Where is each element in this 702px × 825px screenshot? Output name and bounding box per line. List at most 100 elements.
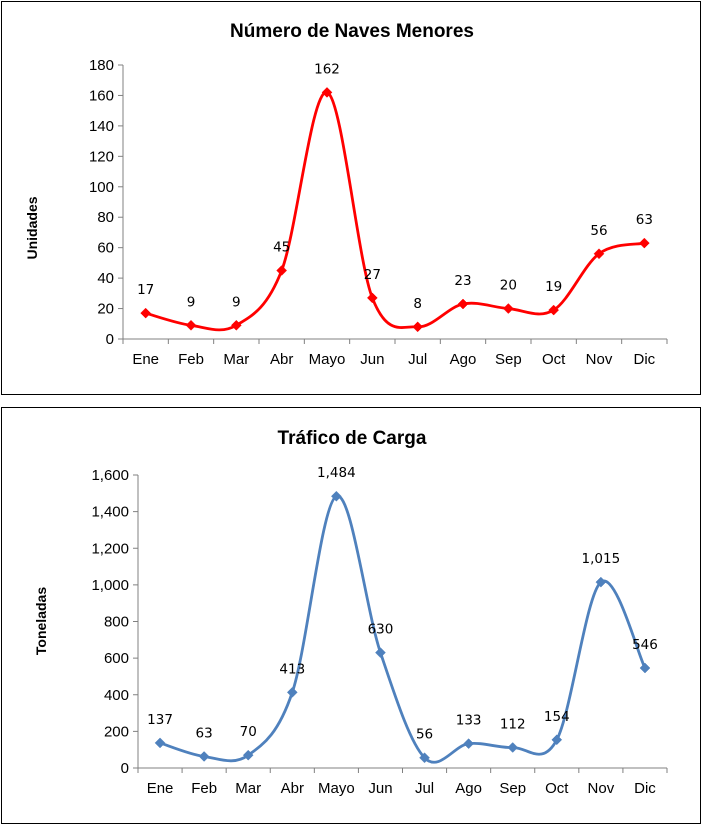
data-point-marker [463, 738, 474, 749]
data-label: 630 [368, 622, 394, 638]
x-tick-label: Dic [633, 351, 655, 368]
data-label: 45 [273, 240, 290, 256]
data-label: 137 [147, 712, 173, 728]
data-label: 70 [240, 724, 257, 740]
x-tick-label: Sep [495, 351, 522, 368]
y-tick-label: 1,600 [91, 467, 129, 484]
chart-panel-carga: Tráfico de Carga Toneladas 0 200 400 600 800… [1, 407, 701, 824]
data-label: 162 [314, 61, 340, 77]
x-tick-label: Jun [360, 351, 384, 368]
y-tick-label: 100 [89, 179, 114, 196]
data-label: 1,484 [317, 465, 356, 481]
y-tick-label: 1,400 [91, 504, 129, 521]
x-tick-label: Mar [223, 351, 249, 368]
x-tick-label: Ago [455, 780, 482, 797]
data-label: 56 [590, 223, 607, 239]
data-point-marker [548, 304, 560, 316]
data-label: 413 [279, 661, 305, 677]
data-point-marker [412, 321, 424, 333]
series-line [159, 494, 647, 764]
y-tick-label: 180 [89, 57, 114, 74]
data-point-marker [639, 662, 651, 674]
y-tick-label: 0 [121, 760, 129, 777]
data-point-marker [185, 319, 197, 331]
data-point-marker [419, 752, 430, 764]
data-label: 17 [137, 282, 154, 298]
data-point-marker [375, 647, 386, 658]
data-point-marker [502, 303, 514, 314]
data-label: 23 [454, 273, 471, 289]
data-point-marker [638, 237, 650, 249]
data-label: 56 [416, 727, 433, 743]
y-tick-label: 1,000 [91, 577, 129, 594]
data-label: 8 [413, 296, 422, 312]
x-tick-label: Abr [281, 780, 304, 797]
chart-title: Tráfico de Carga [278, 428, 427, 449]
chart-panel-naves: Número de Naves Menores Unidades 0 20 40 60… [1, 1, 701, 395]
y-tick-label: 1,200 [91, 540, 129, 557]
data-point-marker [507, 742, 519, 753]
data-point-marker [140, 307, 152, 319]
carga-chart-svg: Tráfico de Carga Toneladas 0 200 400 600 800… [33, 428, 668, 797]
data-point-marker [366, 292, 378, 304]
y-tick-label: 60 [97, 240, 114, 257]
x-tick-label: Feb [191, 780, 217, 797]
data-point-marker [198, 751, 210, 762]
x-tick-label: Mayo [309, 351, 346, 368]
data-point-marker [230, 319, 242, 331]
x-tick-label: Nov [588, 780, 615, 797]
data-label: 63 [196, 725, 213, 741]
data-point-marker [595, 576, 607, 588]
data-point-marker [242, 749, 254, 761]
data-label: 9 [232, 294, 241, 310]
data-label: 1,015 [582, 551, 621, 567]
x-tick-label: Ene [132, 351, 159, 368]
x-tick-label: Abr [270, 351, 293, 368]
x-tick-label: Feb [178, 351, 204, 368]
x-tick-label: Oct [545, 780, 569, 797]
data-point-marker [593, 248, 605, 260]
data-label: 20 [500, 278, 517, 294]
y-tick-label: 80 [97, 209, 114, 226]
data-label: 63 [636, 212, 653, 228]
data-label: 112 [500, 716, 526, 732]
y-tick-label: 400 [104, 687, 129, 704]
data-label: 546 [632, 637, 658, 653]
x-tick-label: Sep [499, 780, 526, 797]
data-label: 9 [187, 294, 196, 310]
x-tick-label: Mar [235, 780, 261, 797]
data-point-marker [321, 87, 333, 98]
data-label: 133 [456, 713, 482, 729]
data-label: 19 [545, 279, 562, 295]
data-point-marker [276, 265, 288, 276]
data-point-marker [331, 490, 342, 502]
x-tick-label: Oct [542, 351, 566, 368]
y-tick-label: 20 [97, 301, 114, 318]
y-tick-label: 600 [104, 650, 129, 667]
x-tick-label: Mayo [318, 780, 355, 797]
y-tick-label: 800 [104, 614, 129, 631]
data-point-marker [154, 737, 166, 749]
data-point-marker [286, 687, 298, 698]
series-line [145, 91, 645, 332]
y-axis-label: Toneladas [33, 587, 49, 655]
x-tick-label: Jul [408, 351, 427, 368]
naves-chart-svg: Número de Naves Menores Unidades 0 20 40 60… [24, 21, 668, 368]
y-tick-label: 200 [104, 723, 129, 740]
x-tick-label: Jul [415, 780, 434, 797]
chart-title: Número de Naves Menores [230, 21, 474, 42]
data-label: 27 [364, 267, 381, 283]
data-point-marker [551, 734, 563, 746]
x-tick-label: Ago [450, 351, 477, 368]
y-tick-label: 160 [89, 87, 114, 104]
data-label: 154 [544, 709, 570, 725]
x-tick-label: Jun [368, 780, 392, 797]
x-tick-label: Nov [586, 351, 613, 368]
y-tick-label: 40 [97, 270, 114, 287]
y-axis-label: Unidades [24, 196, 40, 259]
y-tick-label: 120 [89, 148, 114, 165]
x-tick-label: Dic [634, 780, 656, 797]
x-tick-label: Ene [147, 780, 174, 797]
data-point-marker [457, 298, 469, 310]
y-tick-label: 0 [106, 331, 114, 348]
